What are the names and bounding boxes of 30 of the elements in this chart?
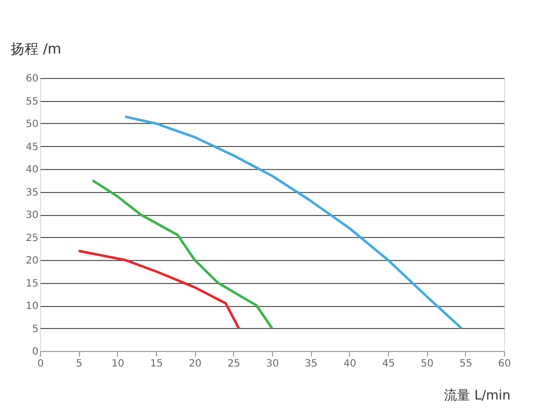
x-tick-label: 35 <box>304 358 318 370</box>
y-tick-label: 25 <box>26 232 38 244</box>
y-tick-label: 50 <box>26 119 38 130</box>
y-tick-label: 0 <box>32 346 38 358</box>
x-tick-label: 60 <box>498 358 511 370</box>
x-tick-label: 25 <box>227 358 240 370</box>
y-axis-title: 扬程 /m <box>10 42 62 58</box>
y-tick-label: 55 <box>26 96 38 108</box>
x-tick-label: 55 <box>459 358 472 370</box>
x-tick-label: 45 <box>382 358 395 370</box>
x-tick-label: 15 <box>150 358 163 370</box>
y-tick-label: 40 <box>26 164 38 176</box>
y-tick-label: 10 <box>26 301 38 312</box>
line-series <box>91 179 274 330</box>
y-tick-label: 35 <box>26 187 38 198</box>
x-axis-title: 流量 L/min <box>444 388 510 404</box>
y-tick-label: 20 <box>26 256 38 266</box>
y-tick-label: 15 <box>26 278 38 290</box>
line-series <box>77 250 240 330</box>
x-tick-label: 50 <box>420 358 434 370</box>
x-tick-label: 40 <box>343 358 356 370</box>
x-tick-label: 20 <box>188 358 202 370</box>
x-tick-label: 10 <box>111 358 124 370</box>
line-series <box>124 115 463 330</box>
y-tick-label: 30 <box>26 210 38 221</box>
y-tick-label: 5 <box>32 324 38 335</box>
y-tick-label: 45 <box>26 142 38 153</box>
x-tick-label: 5 <box>76 358 82 370</box>
y-tick-label: 60 <box>26 74 38 84</box>
x-tick-label: 30 <box>266 358 279 370</box>
